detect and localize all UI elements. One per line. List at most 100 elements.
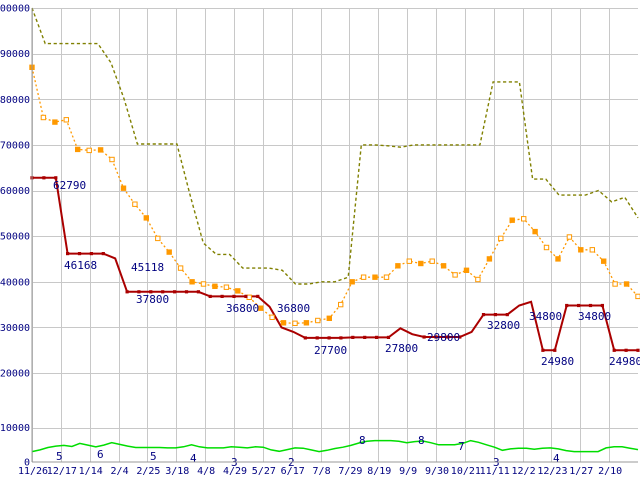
y-tick-label-sub: 10000 — [0, 423, 30, 434]
marker-price-red — [244, 294, 248, 298]
marker-volume-orange — [543, 244, 550, 251]
marker-price-red — [434, 335, 438, 339]
marker-volume-orange — [349, 279, 355, 285]
marker-price-red — [565, 303, 569, 308]
red-value-label: 32800 — [487, 319, 520, 332]
red-value-label: 36800 — [226, 302, 259, 315]
marker-volume-orange — [120, 185, 127, 191]
x-tick-label: 8/19 — [367, 466, 391, 477]
marker-price-red — [600, 303, 604, 308]
green-value-label: 8 — [418, 434, 425, 447]
x-tick-label: 4/29 — [223, 466, 247, 477]
green-value-label: 7 — [458, 440, 465, 453]
marker-price-red — [588, 303, 593, 308]
marker-price-red — [137, 290, 141, 294]
marker-price-red — [636, 348, 640, 352]
marker-price-red — [220, 294, 224, 298]
x-tick-label: 2/10 — [598, 466, 622, 477]
marker-volume-orange — [177, 265, 184, 271]
marker-volume-orange — [155, 235, 161, 242]
marker-volume-orange — [166, 249, 172, 255]
x-tick-label: 2/25 — [136, 466, 160, 477]
red-value-label: 24980 — [541, 355, 574, 368]
green-value-label: 4 — [190, 452, 197, 465]
marker-price-red — [422, 335, 426, 339]
marker-price-red — [577, 303, 581, 308]
marker-volume-orange — [292, 320, 298, 327]
marker-volume-orange — [429, 258, 435, 264]
red-value-label: 34800 — [529, 310, 562, 323]
red-value-label: 37800 — [136, 293, 169, 306]
x-tick-label: 12/2 — [512, 466, 536, 477]
marker-volume-orange — [280, 320, 287, 326]
marker-price-red — [89, 252, 93, 256]
marker-volume-orange — [223, 284, 230, 290]
x-tick-label: 1/14 — [79, 466, 103, 477]
series-line-highest-olive — [31, 7, 639, 285]
marker-price-red — [481, 313, 486, 317]
marker-volume-orange — [463, 267, 470, 274]
marker-volume-orange — [395, 263, 401, 269]
x-tick-label: 11/11 — [480, 466, 510, 477]
red-value-label: 36800 — [277, 302, 310, 315]
marker-volume-orange — [212, 283, 218, 290]
marker-volume-orange — [189, 279, 195, 285]
marker-volume-orange — [612, 281, 618, 287]
marker-volume-orange — [200, 281, 207, 287]
red-value-label: 27800 — [385, 342, 418, 355]
marker-volume-orange — [383, 274, 390, 280]
x-tick-label: 4/8 — [197, 466, 215, 477]
marker-volume-orange — [235, 288, 241, 294]
marker-price-red — [363, 335, 367, 339]
marker-volume-orange — [303, 320, 310, 326]
marker-volume-orange — [498, 235, 504, 242]
red-value-label: 29800 — [427, 331, 460, 344]
marker-price-red — [624, 348, 628, 352]
marker-volume-orange — [75, 146, 81, 153]
marker-price-red — [386, 335, 391, 339]
marker-price-red — [66, 252, 70, 256]
marker-volume-orange — [360, 274, 367, 280]
marker-volume-orange — [623, 281, 630, 287]
green-value-label: 4 — [553, 452, 560, 465]
x-tick-label: 12/23 — [537, 466, 567, 477]
marker-price-red — [232, 294, 236, 298]
x-tick-label: 9/9 — [399, 466, 417, 477]
series-line-count-green — [31, 439, 639, 453]
marker-price-red — [77, 252, 82, 256]
marker-volume-orange — [372, 274, 378, 280]
marker-volume-orange — [418, 260, 424, 267]
green-value-label: 5 — [150, 450, 157, 463]
x-tick-label: 3/18 — [165, 466, 189, 477]
red-series-value-labels: 62790 46168 45118 37800 36800 36800 27700 27800… — [53, 179, 640, 368]
x-tick-label: 12/17 — [47, 466, 77, 477]
marker-volume-orange — [555, 256, 561, 262]
y-tick-label: 80000 — [0, 95, 30, 106]
marker-price-red — [101, 252, 105, 256]
red-value-label: 27700 — [314, 344, 347, 357]
red-value-label: 46168 — [64, 259, 97, 272]
marker-price-red — [351, 335, 355, 339]
x-tick-label: 9/30 — [425, 466, 449, 477]
marker-volume-orange — [63, 117, 69, 123]
y-tick-label: 90000 — [0, 49, 30, 60]
marker-volume-orange — [315, 317, 321, 324]
marker-volume-orange — [246, 294, 252, 301]
y-tick-label: 50000 — [0, 232, 30, 243]
marker-volume-orange — [578, 247, 584, 253]
x-tick-label: 7/8 — [313, 466, 331, 477]
x-tick-label: 7/29 — [338, 466, 362, 477]
marker-price-red — [303, 336, 307, 340]
marker-price-red — [54, 176, 58, 180]
marker-volume-orange — [132, 201, 138, 207]
y-tick-label: 70000 — [0, 140, 30, 151]
marker-price-red — [196, 290, 200, 294]
marker-volume-orange — [486, 256, 493, 262]
marker-volume-orange — [509, 217, 515, 223]
marker-volume-orange — [601, 258, 607, 264]
marker-volume-orange — [406, 258, 413, 264]
red-value-label: 62790 — [53, 179, 86, 192]
x-tick-label: 2/4 — [111, 466, 129, 477]
